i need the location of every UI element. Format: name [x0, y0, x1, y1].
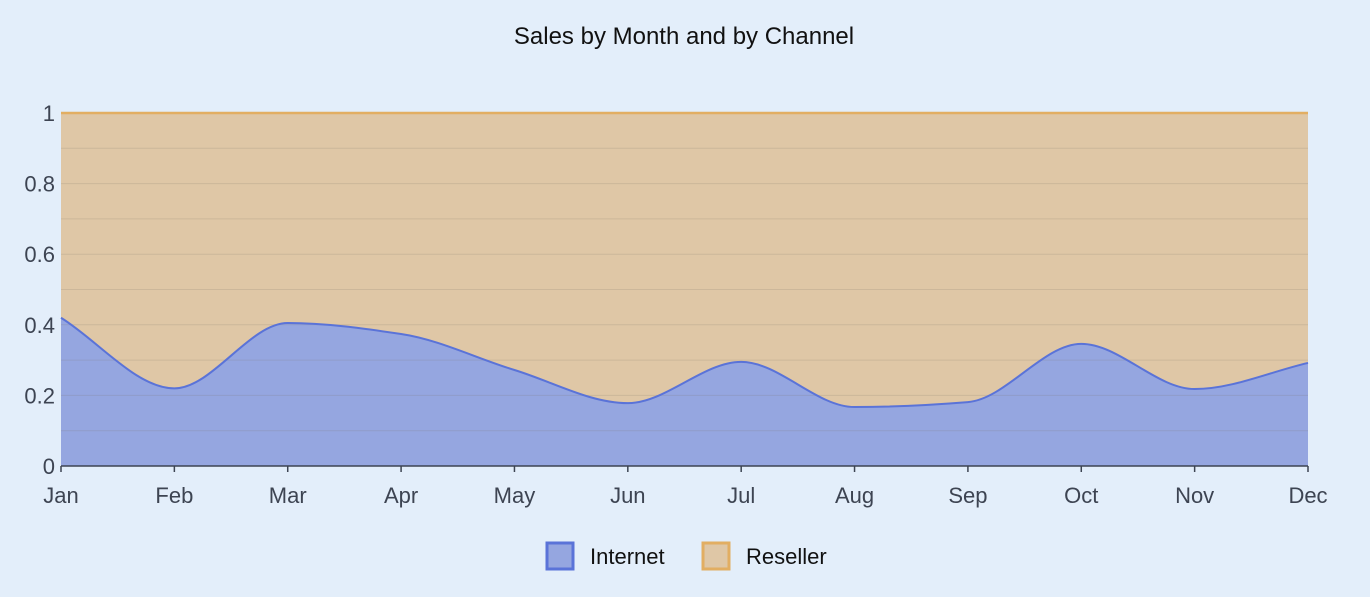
area-reseller: [61, 113, 1308, 408]
x-tick-label: Dec: [1288, 483, 1327, 508]
legend-label-reseller[interactable]: Reseller: [746, 544, 827, 569]
x-tick-label: May: [494, 483, 536, 508]
x-tick-label: Jan: [43, 483, 78, 508]
x-tick-label: Oct: [1064, 483, 1098, 508]
y-tick-label: 0.8: [24, 172, 55, 197]
chart-title: Sales by Month and by Channel: [514, 23, 854, 50]
y-tick-label: 0.2: [24, 383, 55, 408]
x-tick-label: Sep: [948, 483, 987, 508]
y-tick-label: 0.6: [24, 242, 55, 267]
x-tick-label: Jul: [727, 483, 755, 508]
y-tick-label: 1: [43, 101, 55, 126]
legend: Internet Reseller: [545, 541, 827, 571]
y-tick-label: 0: [43, 454, 55, 479]
legend-swatch-reseller[interactable]: [701, 541, 731, 571]
x-tick-label: Jun: [610, 483, 645, 508]
x-tick-label: Aug: [835, 483, 874, 508]
x-tick-label: Mar: [269, 483, 307, 508]
y-tick-label: 0.4: [24, 313, 55, 338]
legend-label-internet[interactable]: Internet: [590, 544, 665, 569]
x-tick-label: Feb: [155, 483, 193, 508]
x-tick-label: Nov: [1175, 483, 1214, 508]
line-internet: [60, 316, 1309, 409]
area-internet: [61, 317, 1308, 466]
x-tick-label: Apr: [384, 483, 418, 508]
legend-swatch-internet[interactable]: [545, 541, 575, 571]
